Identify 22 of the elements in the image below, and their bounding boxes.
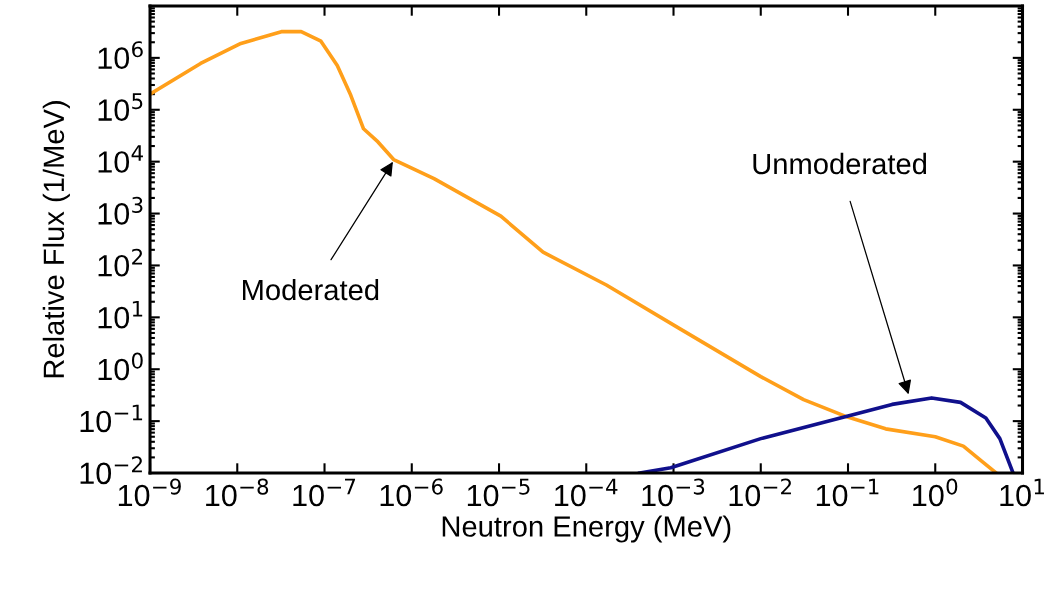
y-tick-label: 10$^{4}$ — [98, 145, 143, 173]
y-tick-label: 10$^{0}$ — [98, 352, 143, 381]
y-tick-label: 10$^{6}$ — [98, 41, 143, 70]
x-tick-label: 10$^{−4}$ — [555, 478, 618, 507]
y-tick-label: 10$^{3}$ — [98, 196, 143, 225]
y-tick-label: 10$^{2}$ — [98, 248, 143, 277]
y-axis-title: Relative Flux (1/MeV) — [42, 101, 70, 378]
x-tick-label: 10$^{1}$ — [1000, 478, 1044, 507]
y-tick-label: 10$^{1}$ — [98, 300, 143, 329]
annotation: Moderated — [243, 278, 379, 301]
x-tick-label: 10$^{−7}$ — [293, 478, 356, 507]
x-tick-label: 10$^{−8}$ — [206, 478, 269, 507]
x-tick-label: 10$^{−5}$ — [467, 478, 530, 507]
annotation: Unmoderated — [753, 152, 927, 175]
x-tick-label: 10$^{−1}$ — [816, 478, 879, 507]
y-tick-label: 10$^{−1}$ — [80, 404, 143, 433]
x-tick-label: 10$^{0}$ — [913, 478, 958, 507]
x-axis-title: Neutron Energy (MeV) — [442, 515, 731, 543]
y-tick-label: 10$^{5}$ — [98, 93, 143, 121]
x-tick-label: 10$^{−6}$ — [380, 478, 443, 507]
x-tick-label: 10$^{−2}$ — [729, 478, 791, 507]
x-tick-label: 10$^{−3}$ — [642, 478, 705, 507]
